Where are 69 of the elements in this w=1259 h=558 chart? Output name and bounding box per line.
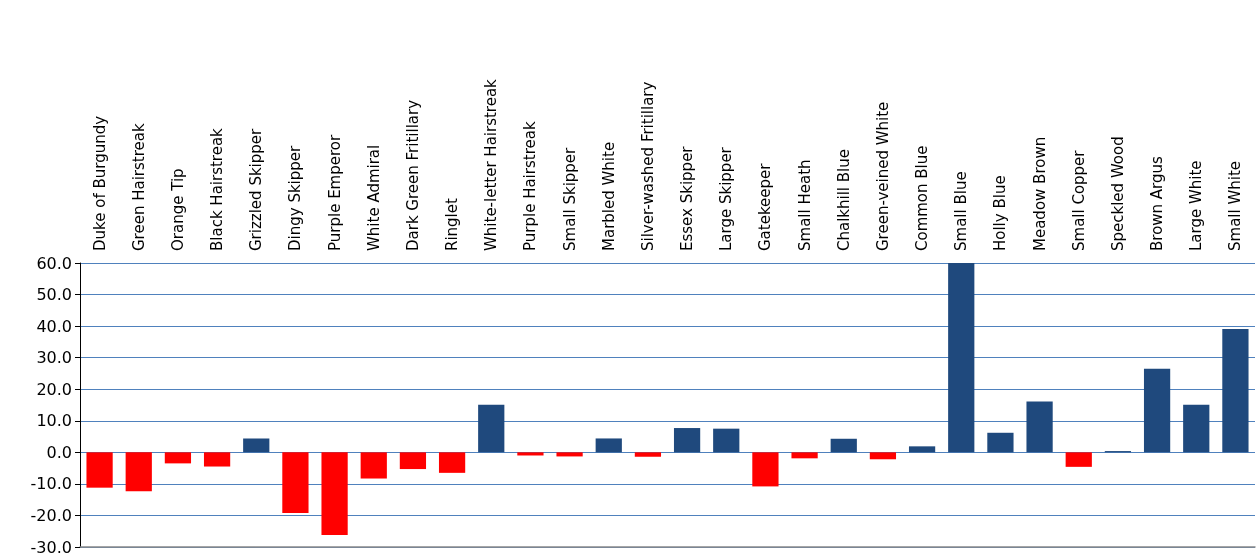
x-tick-label: Dark Green Fritillary bbox=[403, 99, 422, 251]
x-tick-label: Duke of Burgundy bbox=[90, 115, 109, 251]
y-tick-label: -20.0 bbox=[30, 505, 72, 525]
x-tick-label: Grizzled Skipper bbox=[247, 127, 266, 251]
x-tick-label: Large White bbox=[1187, 160, 1206, 251]
bar bbox=[634, 452, 662, 457]
bar bbox=[517, 452, 544, 456]
x-tick-label: Large Skipper bbox=[717, 146, 736, 251]
y-tick-label: 10.0 bbox=[36, 411, 72, 431]
x-tick-label: Gatekeeper bbox=[756, 162, 775, 251]
bar bbox=[791, 452, 818, 459]
x-tick-label: Green-veined White bbox=[873, 101, 892, 251]
x-tick-label: Silver-washed Fritillary bbox=[638, 81, 657, 251]
bar bbox=[321, 452, 348, 536]
y-tick-label: 60.0 bbox=[36, 253, 72, 273]
bar bbox=[360, 452, 387, 479]
y-tick-label: -30.0 bbox=[30, 537, 72, 557]
x-tick-label: Chalkhill Blue bbox=[834, 149, 853, 251]
bar bbox=[125, 452, 152, 492]
bar bbox=[164, 452, 192, 464]
x-tick-label: Meadow Brown bbox=[1030, 136, 1049, 251]
x-tick-label: Brown Argus bbox=[1148, 155, 1167, 251]
x-tick-label: Speckled Wood bbox=[1108, 136, 1127, 251]
bar bbox=[752, 452, 779, 487]
x-tick-label: Small Blue bbox=[952, 171, 971, 251]
bar bbox=[1143, 368, 1171, 453]
y-tick-label: 50.0 bbox=[36, 285, 72, 305]
bar bbox=[1065, 452, 1092, 467]
bar bbox=[438, 452, 466, 473]
bar bbox=[1026, 401, 1053, 453]
bar bbox=[203, 452, 231, 467]
bar bbox=[282, 452, 309, 513]
bar bbox=[908, 446, 936, 453]
x-tick-label: Holly Blue bbox=[991, 175, 1010, 251]
bar bbox=[673, 428, 701, 453]
bar bbox=[869, 452, 897, 460]
bar bbox=[399, 452, 427, 470]
bar bbox=[830, 438, 857, 453]
x-tick-label: White Admiral bbox=[364, 144, 383, 251]
bar bbox=[948, 263, 975, 453]
bar bbox=[243, 438, 270, 453]
x-tick-label: Common Blue bbox=[913, 145, 932, 251]
bar bbox=[1183, 404, 1210, 453]
bar bbox=[86, 452, 113, 488]
bar bbox=[1222, 328, 1249, 453]
bar bbox=[713, 428, 740, 453]
x-tick-label: Marbled White bbox=[599, 141, 618, 251]
x-tick-label: Purple Emperor bbox=[325, 134, 344, 251]
x-tick-label: Ringlet bbox=[443, 197, 462, 251]
x-tick-label: Green Hairstreak bbox=[129, 123, 148, 251]
y-tick-label: -10.0 bbox=[30, 474, 72, 494]
x-tick-label: Dingy Skipper bbox=[286, 144, 305, 251]
y-tick-label: 20.0 bbox=[36, 379, 72, 399]
bar bbox=[556, 452, 583, 457]
x-tick-label: Purple Hairstreak bbox=[521, 121, 540, 251]
y-tick-label: 40.0 bbox=[36, 316, 72, 336]
bar bbox=[595, 438, 622, 453]
x-tick-label: Orange Tip bbox=[168, 168, 187, 251]
x-tick-label: Black Hairstreak bbox=[208, 127, 227, 251]
bar bbox=[987, 432, 1014, 453]
x-tick-label: Essex Skipper bbox=[678, 145, 697, 251]
x-tick-label: Small Heath bbox=[795, 159, 814, 251]
y-tick-label: 0.0 bbox=[46, 442, 72, 462]
x-tick-label: Small Copper bbox=[1069, 149, 1088, 251]
x-tick-label: Small Skipper bbox=[560, 146, 579, 251]
bar bbox=[478, 404, 505, 453]
y-tick-label: 30.0 bbox=[36, 348, 72, 368]
x-tick-label: White-letter Hairstreak bbox=[482, 78, 501, 251]
x-tick-label: Small White bbox=[1226, 160, 1245, 251]
